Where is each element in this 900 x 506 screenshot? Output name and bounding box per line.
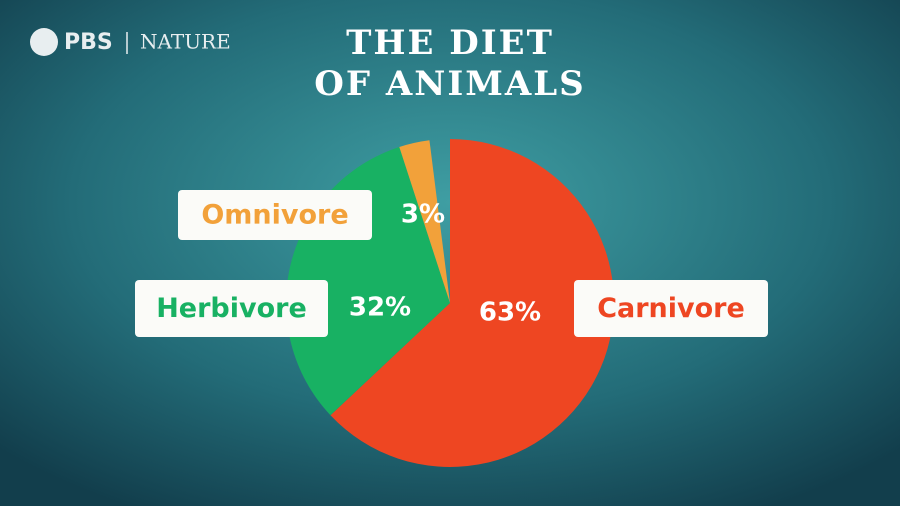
value-label: 32% xyxy=(349,293,411,323)
category-label: Herbivore xyxy=(156,293,307,324)
value-label: 3% xyxy=(401,200,445,230)
logo-text: PBS xyxy=(64,30,113,55)
category-label: Carnivore xyxy=(597,293,745,324)
pie-slice xyxy=(330,139,615,467)
label-box xyxy=(574,280,768,337)
program-name: NATURE xyxy=(140,30,231,54)
value-label: 63% xyxy=(479,298,541,328)
logo-icon xyxy=(30,28,58,56)
chart-title: OF ANIMALS xyxy=(314,64,585,104)
label-box xyxy=(178,190,372,240)
category-label: Omnivore xyxy=(201,200,348,231)
label-box xyxy=(135,280,328,337)
chart-title: THE DIET xyxy=(346,23,554,63)
pie-slice xyxy=(399,140,450,303)
